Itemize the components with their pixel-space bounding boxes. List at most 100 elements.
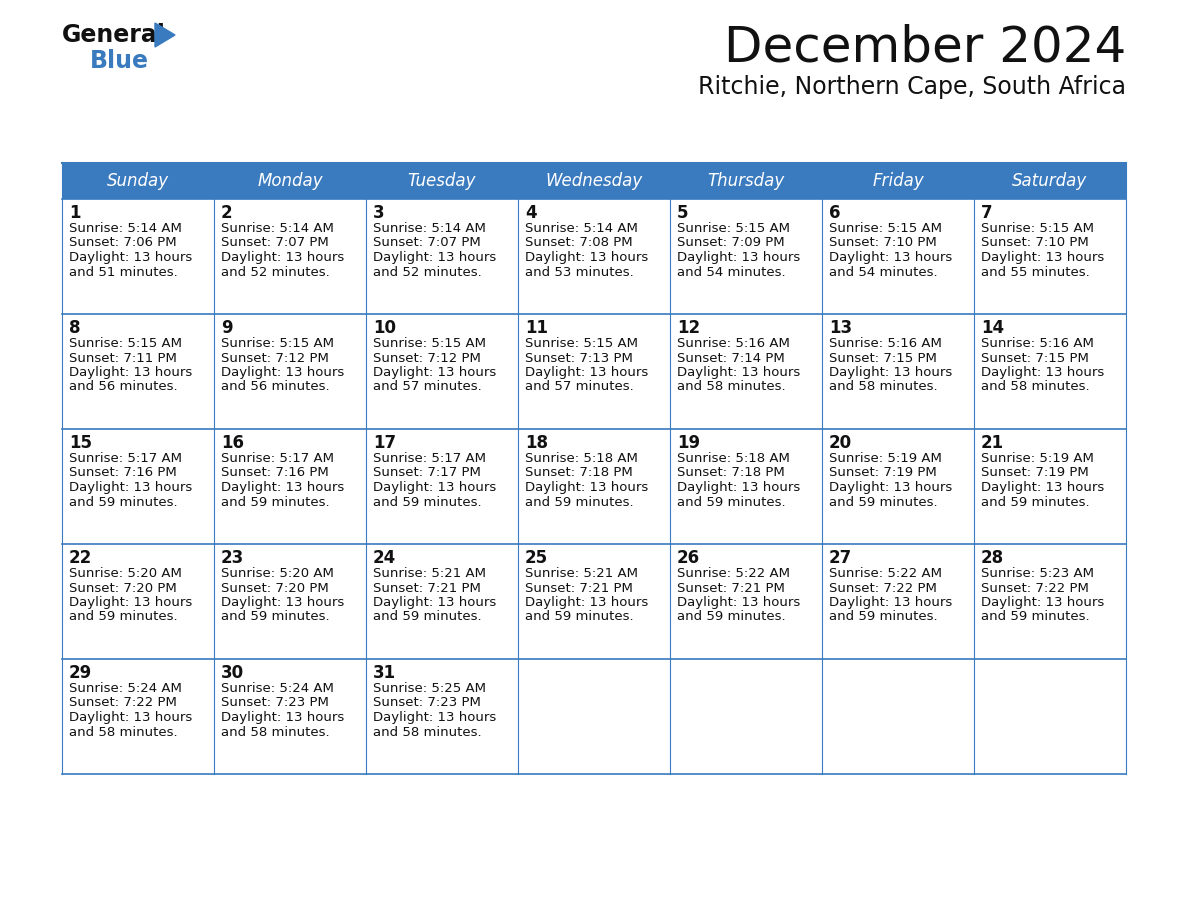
- Text: 9: 9: [221, 319, 233, 337]
- Bar: [62, 314, 214, 429]
- Text: Sunset: 7:22 PM: Sunset: 7:22 PM: [69, 697, 177, 710]
- Text: and 59 minutes.: and 59 minutes.: [981, 610, 1089, 623]
- Text: Sunrise: 5:17 AM: Sunrise: 5:17 AM: [69, 452, 182, 465]
- Text: 5: 5: [677, 204, 689, 222]
- Text: Sunrise: 5:24 AM: Sunrise: 5:24 AM: [69, 682, 182, 695]
- Text: Sunset: 7:17 PM: Sunset: 7:17 PM: [373, 466, 481, 479]
- Bar: [518, 544, 670, 659]
- Text: Sunrise: 5:16 AM: Sunrise: 5:16 AM: [677, 337, 790, 350]
- Text: 17: 17: [373, 434, 396, 452]
- Bar: [518, 199, 670, 314]
- Bar: [62, 544, 214, 659]
- Text: 11: 11: [525, 319, 548, 337]
- Bar: [974, 659, 1126, 774]
- Text: Sunrise: 5:19 AM: Sunrise: 5:19 AM: [981, 452, 1094, 465]
- Bar: [670, 199, 822, 314]
- Text: Sunrise: 5:15 AM: Sunrise: 5:15 AM: [829, 222, 942, 235]
- Text: and 58 minutes.: and 58 minutes.: [829, 380, 937, 394]
- Text: 26: 26: [677, 549, 700, 567]
- Text: General: General: [62, 23, 166, 47]
- Text: Daylight: 13 hours: Daylight: 13 hours: [981, 251, 1105, 264]
- Text: and 59 minutes.: and 59 minutes.: [373, 610, 481, 623]
- Text: 23: 23: [221, 549, 245, 567]
- Text: 14: 14: [981, 319, 1004, 337]
- Text: Sunset: 7:22 PM: Sunset: 7:22 PM: [829, 581, 937, 595]
- Bar: [62, 429, 214, 544]
- Text: Daylight: 13 hours: Daylight: 13 hours: [221, 711, 345, 724]
- Text: Daylight: 13 hours: Daylight: 13 hours: [373, 366, 497, 379]
- Text: Daylight: 13 hours: Daylight: 13 hours: [981, 366, 1105, 379]
- Text: 7: 7: [981, 204, 993, 222]
- Text: Sunrise: 5:14 AM: Sunrise: 5:14 AM: [221, 222, 334, 235]
- Text: Sunrise: 5:15 AM: Sunrise: 5:15 AM: [981, 222, 1094, 235]
- Text: Sunrise: 5:15 AM: Sunrise: 5:15 AM: [373, 337, 486, 350]
- Bar: [518, 659, 670, 774]
- Text: Daylight: 13 hours: Daylight: 13 hours: [525, 596, 649, 609]
- Text: Sunset: 7:18 PM: Sunset: 7:18 PM: [525, 466, 633, 479]
- Text: Daylight: 13 hours: Daylight: 13 hours: [373, 596, 497, 609]
- Text: Tuesday: Tuesday: [407, 172, 476, 190]
- Text: Sunset: 7:11 PM: Sunset: 7:11 PM: [69, 352, 177, 364]
- Text: and 59 minutes.: and 59 minutes.: [981, 496, 1089, 509]
- Bar: [366, 659, 518, 774]
- Text: and 59 minutes.: and 59 minutes.: [69, 496, 178, 509]
- Text: Ritchie, Northern Cape, South Africa: Ritchie, Northern Cape, South Africa: [699, 75, 1126, 99]
- Text: 18: 18: [525, 434, 548, 452]
- Text: Sunrise: 5:18 AM: Sunrise: 5:18 AM: [677, 452, 790, 465]
- Text: Daylight: 13 hours: Daylight: 13 hours: [677, 366, 801, 379]
- Text: Sunrise: 5:24 AM: Sunrise: 5:24 AM: [221, 682, 334, 695]
- Bar: [214, 314, 366, 429]
- Bar: [822, 199, 974, 314]
- Bar: [214, 429, 366, 544]
- Text: Sunset: 7:10 PM: Sunset: 7:10 PM: [829, 237, 937, 250]
- Bar: [822, 314, 974, 429]
- Bar: [974, 314, 1126, 429]
- Text: Daylight: 13 hours: Daylight: 13 hours: [221, 481, 345, 494]
- Text: Sunrise: 5:14 AM: Sunrise: 5:14 AM: [373, 222, 486, 235]
- Text: Sunrise: 5:21 AM: Sunrise: 5:21 AM: [373, 567, 486, 580]
- Text: Sunset: 7:19 PM: Sunset: 7:19 PM: [981, 466, 1088, 479]
- Text: Thursday: Thursday: [707, 172, 784, 190]
- Bar: [214, 544, 366, 659]
- Text: and 59 minutes.: and 59 minutes.: [221, 610, 329, 623]
- Text: 12: 12: [677, 319, 700, 337]
- Text: Sunrise: 5:18 AM: Sunrise: 5:18 AM: [525, 452, 638, 465]
- Text: Sunset: 7:21 PM: Sunset: 7:21 PM: [677, 581, 785, 595]
- Text: 6: 6: [829, 204, 840, 222]
- Text: Sunset: 7:22 PM: Sunset: 7:22 PM: [981, 581, 1089, 595]
- Text: Sunrise: 5:23 AM: Sunrise: 5:23 AM: [981, 567, 1094, 580]
- Bar: [366, 314, 518, 429]
- Text: Sunrise: 5:16 AM: Sunrise: 5:16 AM: [829, 337, 942, 350]
- Text: and 56 minutes.: and 56 minutes.: [221, 380, 329, 394]
- Text: and 54 minutes.: and 54 minutes.: [677, 265, 785, 278]
- Text: Daylight: 13 hours: Daylight: 13 hours: [829, 481, 953, 494]
- Text: Sunrise: 5:22 AM: Sunrise: 5:22 AM: [677, 567, 790, 580]
- Text: Sunrise: 5:15 AM: Sunrise: 5:15 AM: [677, 222, 790, 235]
- Text: 21: 21: [981, 434, 1004, 452]
- Text: and 58 minutes.: and 58 minutes.: [221, 725, 329, 738]
- Text: Sunset: 7:07 PM: Sunset: 7:07 PM: [221, 237, 329, 250]
- Text: and 59 minutes.: and 59 minutes.: [69, 610, 178, 623]
- Text: and 59 minutes.: and 59 minutes.: [677, 610, 785, 623]
- Bar: [62, 163, 1126, 199]
- Text: Sunrise: 5:25 AM: Sunrise: 5:25 AM: [373, 682, 486, 695]
- Text: Sunset: 7:16 PM: Sunset: 7:16 PM: [221, 466, 329, 479]
- Text: Daylight: 13 hours: Daylight: 13 hours: [829, 366, 953, 379]
- Text: 30: 30: [221, 664, 244, 682]
- Bar: [214, 659, 366, 774]
- Text: Sunset: 7:15 PM: Sunset: 7:15 PM: [981, 352, 1089, 364]
- Text: Daylight: 13 hours: Daylight: 13 hours: [677, 481, 801, 494]
- Text: and 59 minutes.: and 59 minutes.: [221, 496, 329, 509]
- Bar: [518, 314, 670, 429]
- Bar: [366, 429, 518, 544]
- Text: Sunset: 7:19 PM: Sunset: 7:19 PM: [829, 466, 937, 479]
- Text: and 59 minutes.: and 59 minutes.: [677, 496, 785, 509]
- Text: Sunset: 7:20 PM: Sunset: 7:20 PM: [221, 581, 329, 595]
- Bar: [974, 544, 1126, 659]
- Text: Sunday: Sunday: [107, 172, 169, 190]
- Bar: [822, 544, 974, 659]
- Text: Sunrise: 5:15 AM: Sunrise: 5:15 AM: [525, 337, 638, 350]
- Bar: [670, 659, 822, 774]
- Text: 20: 20: [829, 434, 852, 452]
- Text: Sunset: 7:23 PM: Sunset: 7:23 PM: [373, 697, 481, 710]
